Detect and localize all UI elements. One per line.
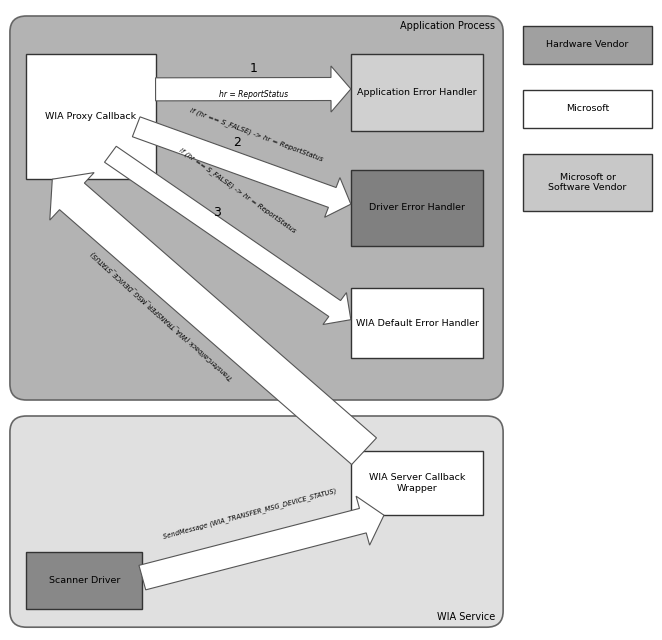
Text: hr = ReportStatus: hr = ReportStatus xyxy=(218,90,288,99)
Bar xyxy=(523,90,652,128)
Text: Application Error Handler: Application Error Handler xyxy=(357,88,477,97)
Polygon shape xyxy=(139,496,384,590)
Text: SendMessage (WIA_TRANSFER_MSG_DEVICE_STATUS): SendMessage (WIA_TRANSFER_MSG_DEVICE_STA… xyxy=(162,487,338,540)
Bar xyxy=(351,451,483,515)
FancyBboxPatch shape xyxy=(10,416,503,627)
Text: WIA Default Error Handler: WIA Default Error Handler xyxy=(355,319,479,328)
Text: Microsoft or
Software Vendor: Microsoft or Software Vendor xyxy=(548,173,627,192)
Text: Scanner Driver: Scanner Driver xyxy=(49,576,120,585)
FancyBboxPatch shape xyxy=(10,16,503,400)
Text: WIA Server Callback
Wrapper: WIA Server Callback Wrapper xyxy=(369,474,465,493)
Text: if (hr == S_FALSE) -> hr = ReportStatus: if (hr == S_FALSE) -> hr = ReportStatus xyxy=(189,106,324,163)
Bar xyxy=(351,288,483,358)
Text: 1: 1 xyxy=(250,62,257,75)
Text: WIA Service: WIA Service xyxy=(437,612,495,622)
Text: Application Process: Application Process xyxy=(400,21,495,31)
Text: 3: 3 xyxy=(213,206,221,219)
Text: Microsoft: Microsoft xyxy=(566,104,609,113)
Bar xyxy=(351,170,483,246)
Bar xyxy=(26,552,142,609)
Text: if (hr == S_FALSE) -> hr = ReportStatus: if (hr == S_FALSE) -> hr = ReportStatus xyxy=(177,146,297,234)
Bar xyxy=(351,54,483,131)
Polygon shape xyxy=(50,173,377,465)
Bar xyxy=(523,154,652,211)
Text: TransferCallback (WIA_TRANSFER_MSG_DEVICE_STATUS): TransferCallback (WIA_TRANSFER_MSG_DEVIC… xyxy=(89,250,234,381)
Text: Hardware Vendor: Hardware Vendor xyxy=(546,40,629,49)
Bar xyxy=(523,26,652,64)
Text: Driver Error Handler: Driver Error Handler xyxy=(369,204,465,212)
Polygon shape xyxy=(105,147,351,324)
Polygon shape xyxy=(156,66,351,112)
Bar xyxy=(26,54,156,179)
Text: 2: 2 xyxy=(233,136,241,150)
Polygon shape xyxy=(132,117,351,218)
Text: WIA Proxy Callback: WIA Proxy Callback xyxy=(46,112,136,122)
